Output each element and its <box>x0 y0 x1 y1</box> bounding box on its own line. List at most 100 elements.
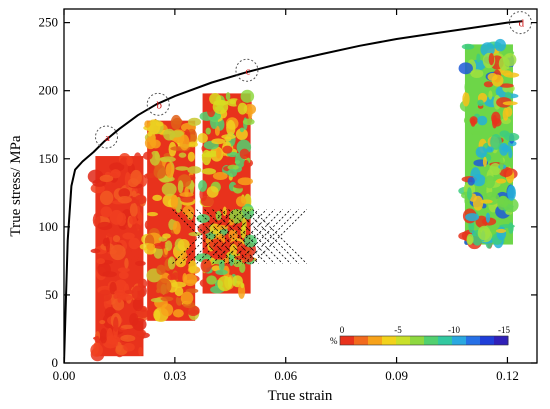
strain-map-speckle <box>212 172 228 180</box>
strain-map-speckle <box>117 196 132 204</box>
strain-map-speckle <box>466 187 472 200</box>
strain-map-speckle <box>128 215 137 225</box>
stress-strain-curve <box>64 20 523 363</box>
strain-map-speckle <box>162 176 175 182</box>
strain-map-speckle <box>99 320 106 325</box>
strain-map-speckle <box>467 176 475 186</box>
strain-map-speckle <box>484 175 495 189</box>
strain-map-speckle <box>102 271 117 278</box>
strain-map-speckle <box>146 243 156 251</box>
y-tick-label: 50 <box>45 287 58 302</box>
marker-label: a <box>105 132 110 144</box>
x-tick-label: 0.03 <box>163 368 186 383</box>
strain-map-speckle <box>132 318 147 331</box>
strain-map-speckle <box>163 128 176 141</box>
strain-map-speckle <box>217 275 233 292</box>
strain-map-speckle <box>124 257 129 269</box>
strain-map-speckle <box>486 146 494 153</box>
strain-map-speckle <box>143 151 153 160</box>
hatch-line <box>228 209 283 264</box>
strain-map-speckle <box>109 244 126 261</box>
strain-map-speckle <box>118 188 131 199</box>
strain-map-speckle <box>106 328 114 344</box>
strain-map-speckle <box>120 157 129 166</box>
y-tick-label: 0 <box>52 355 59 370</box>
strain-map-speckle <box>485 212 491 223</box>
x-tick-label: 0.12 <box>496 368 519 383</box>
y-tick-label: 200 <box>39 83 59 98</box>
strain-map-speckle <box>482 156 487 167</box>
strain-map-speckle <box>179 192 194 197</box>
strain-map-speckle <box>490 134 502 150</box>
strain-map-speckle <box>477 99 484 107</box>
hatch-line <box>188 209 243 264</box>
strain-map-speckle <box>188 232 202 237</box>
strain-map-speckle <box>491 111 501 125</box>
strain-map-speckle <box>156 264 166 276</box>
strain-map-speckle <box>129 202 138 218</box>
hatch-line <box>220 209 275 264</box>
hatch-line <box>172 209 227 264</box>
hatch-line <box>196 209 251 264</box>
strain-map-speckle <box>119 294 133 301</box>
strain-map-speckle <box>240 89 255 103</box>
strain-map-c <box>172 89 307 299</box>
strain-maps <box>87 38 520 362</box>
strain-map-speckle <box>171 213 188 222</box>
strain-map-speckle <box>179 134 190 151</box>
strain-map-speckle <box>187 151 195 162</box>
strain-map-speckle <box>112 235 121 243</box>
strain-map-speckle <box>480 199 493 204</box>
strain-map-speckle <box>146 211 159 217</box>
hatch-line <box>180 209 235 264</box>
strain-map-b <box>139 114 202 323</box>
strain-map-speckle <box>483 81 494 88</box>
strain-map-speckle <box>100 206 113 218</box>
strain-map-speckle <box>123 342 135 352</box>
strain-map-speckle <box>198 180 208 192</box>
strain-map-speckle <box>233 184 247 189</box>
strain-map-speckle <box>126 156 133 167</box>
strain-map-speckle <box>237 177 253 186</box>
strain-map-speckle <box>109 162 125 172</box>
strain-map-speckle <box>488 90 493 100</box>
strain-map-speckle <box>498 56 510 71</box>
strain-map-speckle <box>90 248 101 254</box>
strain-map-speckle <box>170 194 179 210</box>
marker-label: c <box>245 65 250 77</box>
strain-map-speckle <box>200 259 212 273</box>
hatch-line <box>252 209 307 264</box>
strain-map-speckle <box>242 254 254 263</box>
strain-map-speckle <box>504 132 520 142</box>
colorbar-swatch <box>340 336 355 345</box>
strain-map-speckle <box>172 309 184 318</box>
strain-map-speckle <box>502 107 509 121</box>
strain-map-speckle <box>495 228 507 234</box>
marker-b: b <box>146 92 170 116</box>
strain-map-speckle <box>132 297 144 312</box>
strain-map-speckle <box>213 99 229 106</box>
marker-circle <box>235 58 259 82</box>
strain-map-speckle <box>153 242 169 249</box>
hatch-line <box>204 209 259 264</box>
strain-map-speckle <box>172 220 181 235</box>
marker-circle <box>94 125 118 149</box>
x-tick-label: 0.00 <box>53 368 76 383</box>
strain-map-speckle <box>465 213 480 222</box>
hatch-line <box>244 209 299 264</box>
strain-map-speckle <box>159 156 176 163</box>
strain-map-speckle <box>134 194 147 205</box>
strain-map-speckle <box>131 255 136 270</box>
plot-frame <box>63 8 538 364</box>
strain-map-d <box>458 38 520 250</box>
colorbar-swatch <box>466 336 481 345</box>
strain-map-speckle <box>206 186 219 198</box>
strain-map-speckle <box>214 125 220 136</box>
x-tick-label: 0.09 <box>385 368 408 383</box>
strain-map-speckle <box>472 174 486 187</box>
hatch-line <box>228 209 283 264</box>
colorbar-swatch <box>438 336 453 345</box>
strain-map-speckle <box>235 128 248 141</box>
strain-map-speckle <box>470 117 476 127</box>
